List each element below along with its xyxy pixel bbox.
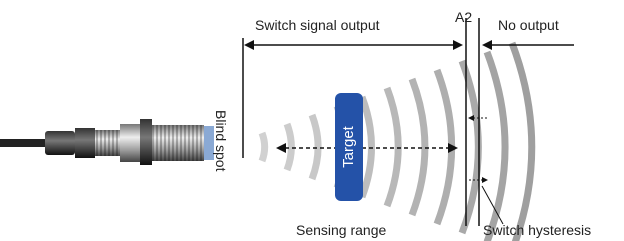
no-output-label: No output: [498, 17, 559, 33]
range-label: Sensing range: [296, 222, 387, 238]
wave: [362, 97, 372, 197]
target-label: Target: [340, 125, 357, 168]
hysteresis-label: Switch hysteresis: [483, 222, 591, 238]
wave: [487, 52, 505, 241]
diagram: Target Switch signal output A2 No output…: [0, 0, 624, 241]
wave: [287, 124, 291, 170]
blind-spot-label: Blind spot: [213, 110, 229, 172]
sensor: [0, 119, 214, 165]
wave: [437, 70, 452, 224]
wave: [412, 79, 425, 215]
wave: [512, 43, 532, 241]
sensing-waves: [262, 43, 532, 241]
wave: [312, 115, 318, 179]
wave: [462, 61, 478, 233]
a2-label: A2: [455, 9, 472, 25]
wave: [262, 133, 265, 161]
output-label: Switch signal output: [255, 17, 380, 33]
wave: [387, 88, 398, 206]
